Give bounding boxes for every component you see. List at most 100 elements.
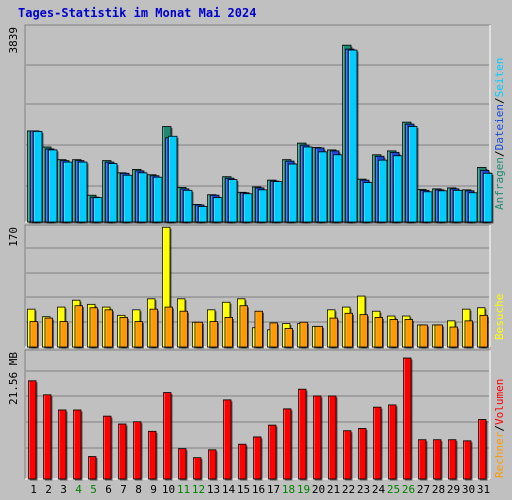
bar-seiten-8 bbox=[138, 172, 149, 224]
bar-seiten-28 bbox=[438, 190, 449, 224]
bar-seiten-27 bbox=[423, 191, 434, 224]
x-tick-1: 1 bbox=[30, 483, 37, 496]
right-legend: Anfragen/Dateien/Seiten Besuche Rechner/Vo… bbox=[493, 58, 506, 478]
bar-seiten-16 bbox=[258, 189, 269, 224]
bar-rechner-7 bbox=[119, 317, 129, 349]
bar-seiten-7 bbox=[123, 174, 134, 224]
x-tick-4: 4 bbox=[75, 483, 82, 496]
x-tick-26: 26 bbox=[402, 483, 415, 496]
x-tick-17: 17 bbox=[267, 483, 280, 496]
bar-volumen-26 bbox=[403, 357, 413, 481]
bar-volumen-27 bbox=[418, 439, 428, 481]
bar-rechner-12 bbox=[194, 321, 204, 349]
bar-seiten-11 bbox=[183, 189, 194, 224]
bar-rechner-24 bbox=[374, 317, 384, 349]
x-tick-13: 13 bbox=[207, 483, 220, 496]
bar-volumen-4 bbox=[73, 409, 83, 481]
x-axis-ticks: 1 2 3 4 5 6 7 8 9 10 11 12 13 14 15 16 17 18 19 20 21 22 23 24 2… bbox=[30, 483, 490, 496]
bar-rechner-6 bbox=[104, 309, 114, 349]
x-tick-14: 14 bbox=[222, 483, 236, 496]
x-tick-30: 30 bbox=[462, 483, 475, 496]
bar-volumen-6 bbox=[103, 415, 113, 481]
bar-volumen-31 bbox=[478, 419, 488, 481]
y-max-label-top: 3839 bbox=[7, 27, 20, 54]
chart-title: Tages-Statistik im Monat Mai 2024 bbox=[18, 6, 257, 20]
bar-volumen-13 bbox=[208, 449, 218, 481]
bar-rechner-20 bbox=[314, 325, 324, 349]
x-tick-24: 24 bbox=[372, 483, 386, 496]
bar-volumen-30 bbox=[463, 440, 473, 481]
legend-item-anfragen: Anfragen bbox=[493, 157, 506, 210]
bar-volumen-20 bbox=[313, 395, 323, 481]
legend-item-dateien: Dateien bbox=[493, 104, 506, 150]
bar-rechner-26 bbox=[404, 319, 414, 349]
bar-volumen-23 bbox=[358, 428, 368, 481]
bar-volumen-28 bbox=[433, 439, 443, 481]
bar-seiten-21 bbox=[333, 154, 344, 224]
bar-seiten-4 bbox=[78, 161, 89, 224]
bar-seiten-15 bbox=[243, 193, 254, 224]
x-tick-29: 29 bbox=[447, 483, 460, 496]
bar-seiten-14 bbox=[228, 179, 239, 224]
legend-top: Anfragen/Dateien/Seiten bbox=[493, 58, 506, 210]
bar-rechner-14 bbox=[224, 317, 234, 349]
bar-seiten-25 bbox=[393, 155, 404, 224]
bar-seiten-26 bbox=[408, 126, 419, 224]
bar-seiten-3 bbox=[63, 161, 74, 224]
bar-seiten-20 bbox=[318, 151, 329, 224]
bar-volumen-22 bbox=[343, 430, 353, 481]
x-tick-21: 21 bbox=[327, 483, 340, 496]
y-max-label-bottom: 21.56 MB bbox=[7, 352, 20, 405]
bar-seiten-9 bbox=[153, 176, 164, 224]
bar-rechner-5 bbox=[89, 307, 99, 349]
bar-seiten-17 bbox=[273, 181, 284, 224]
x-tick-19: 19 bbox=[297, 483, 310, 496]
bar-rechner-13 bbox=[209, 321, 219, 349]
bar-volumen-17 bbox=[268, 424, 278, 481]
bar-volumen-24 bbox=[373, 406, 383, 481]
bar-rechner-3 bbox=[59, 321, 69, 349]
bar-rechner-10 bbox=[164, 306, 174, 349]
bar-volumen-25 bbox=[388, 404, 398, 481]
x-tick-31: 31 bbox=[477, 483, 490, 496]
x-tick-23: 23 bbox=[357, 483, 370, 496]
bar-volumen-14 bbox=[223, 399, 233, 481]
bar-rechner-21 bbox=[329, 317, 339, 349]
x-tick-5: 5 bbox=[90, 483, 97, 496]
x-tick-6: 6 bbox=[105, 483, 112, 496]
bar-rechner-18 bbox=[284, 328, 294, 349]
bar-rechner-2 bbox=[44, 317, 54, 349]
x-tick-9: 9 bbox=[150, 483, 157, 496]
bar-rechner-16 bbox=[254, 310, 264, 349]
bar-volumen-21 bbox=[328, 395, 338, 481]
x-tick-3: 3 bbox=[60, 483, 67, 496]
bar-seiten-30 bbox=[468, 192, 479, 224]
bar-rechner-9 bbox=[149, 308, 159, 349]
bar-rechner-27 bbox=[419, 324, 429, 349]
legend-item-volumen: Volumen bbox=[493, 379, 506, 425]
bar-seiten-12 bbox=[198, 206, 209, 224]
legend-bottom: Rechner/Volumen bbox=[493, 379, 506, 478]
bar-rechner-22 bbox=[344, 312, 354, 349]
x-tick-25: 25 bbox=[387, 483, 400, 496]
bar-seiten-19 bbox=[303, 146, 314, 224]
bar-volumen-5 bbox=[88, 456, 98, 481]
bar-volumen-8 bbox=[133, 421, 143, 481]
bar-volumen-9 bbox=[148, 430, 158, 481]
bar-volumen-1 bbox=[28, 380, 38, 481]
bar-seiten-31 bbox=[483, 172, 494, 224]
x-tick-28: 28 bbox=[432, 483, 445, 496]
y-axis-labels: 3839 170 21.56 MB bbox=[7, 27, 20, 405]
bar-seiten-2 bbox=[48, 149, 59, 224]
bar-volumen-10 bbox=[163, 392, 173, 481]
x-tick-8: 8 bbox=[135, 483, 142, 496]
bar-rechner-28 bbox=[434, 324, 444, 349]
bar-seiten-13 bbox=[213, 197, 224, 224]
bar-volumen-29 bbox=[448, 439, 458, 481]
bar-seiten-24 bbox=[378, 159, 389, 224]
bar-volumen-7 bbox=[118, 423, 128, 481]
panel-borders bbox=[24, 24, 491, 480]
bar-rechner-30 bbox=[464, 320, 474, 349]
legend-item-rechner: Rechner bbox=[493, 431, 506, 478]
